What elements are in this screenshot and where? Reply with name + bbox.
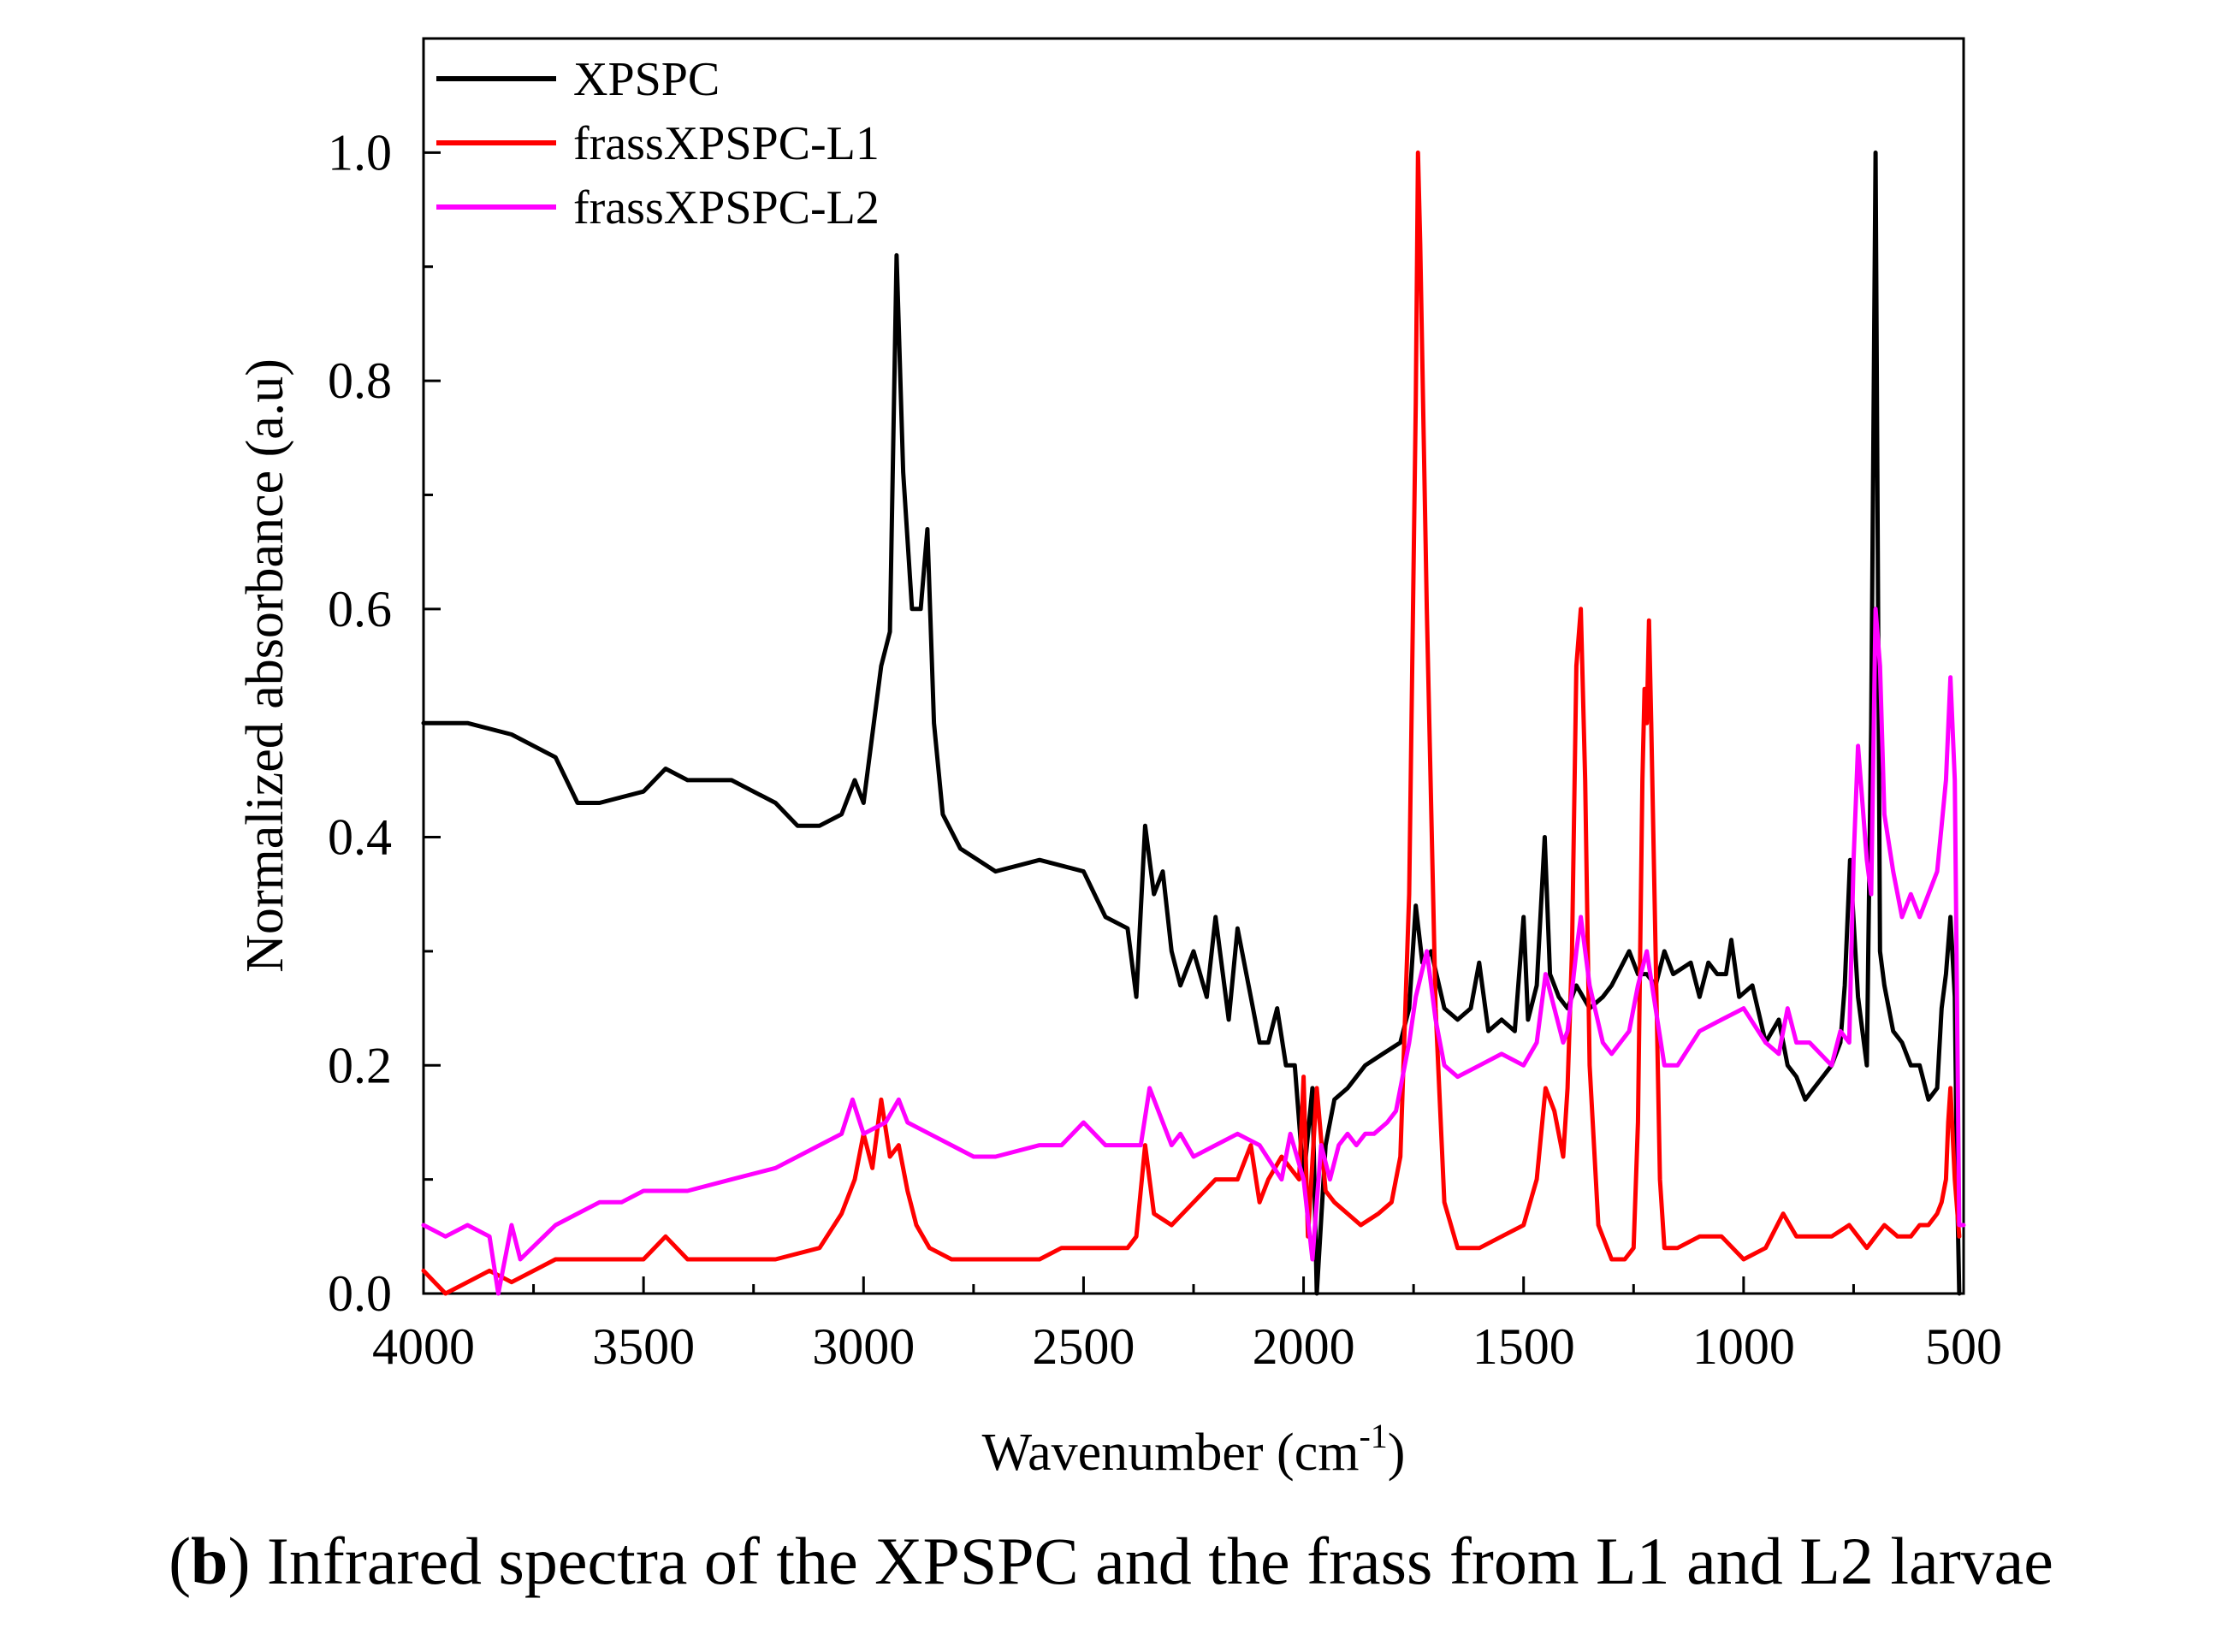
y-tick-label: 0.8 [328, 352, 392, 409]
legend-label: XPSPC [573, 53, 720, 106]
y-axis-title: Normalized absorbance (a.u) [236, 358, 294, 973]
x-tick-label: 2500 [1032, 1318, 1135, 1375]
x-axis-title-close: ) [1388, 1424, 1406, 1482]
x-tick-label: 4000 [372, 1318, 475, 1375]
legend-label: frassXPSPC-L1 [573, 117, 880, 170]
x-tick-label: 1500 [1472, 1318, 1575, 1375]
y-tick-label: 0.4 [328, 809, 392, 866]
x-axis-title: Wavenumber (cm-1) [982, 1417, 1406, 1482]
series-line-xpspc [421, 150, 1962, 1296]
x-tick-label: 1000 [1692, 1318, 1795, 1375]
legend: XPSPC frassXPSPC-L1 frassXPSPC-L2 [436, 53, 880, 234]
x-tick-label: 500 [1925, 1318, 2002, 1375]
caption-text: Infrared spectra of the XPSPC and the fr… [266, 1524, 2053, 1598]
y-tick-label: 1.0 [328, 124, 392, 181]
series-line-frassxpspc-l1 [421, 150, 1962, 1296]
series-line-frassxpspc-l2 [421, 607, 1966, 1296]
figure-caption: (b) Infrared spectra of the XPSPC and th… [169, 1524, 2053, 1598]
y-tick-label: 0.6 [328, 581, 392, 637]
x-tick-label: 3500 [592, 1318, 695, 1375]
x-axis-title-superscript: -1 [1359, 1417, 1387, 1455]
caption-label: b [191, 1524, 228, 1598]
x-axis-title-main: Wavenumber (cm [982, 1424, 1360, 1482]
legend-label: frassXPSPC-L2 [573, 181, 880, 234]
series-group [421, 150, 1966, 1296]
ticks-group: 4000 3500 3000 2500 2000 1500 1000 500 0.0 0.2 0.4… [328, 37, 2002, 1375]
x-tick-label: 3000 [812, 1318, 915, 1375]
y-tick-label: 0.2 [328, 1037, 392, 1093]
x-tick-label: 2000 [1253, 1318, 1355, 1375]
y-tick-label: 0.0 [328, 1265, 392, 1322]
